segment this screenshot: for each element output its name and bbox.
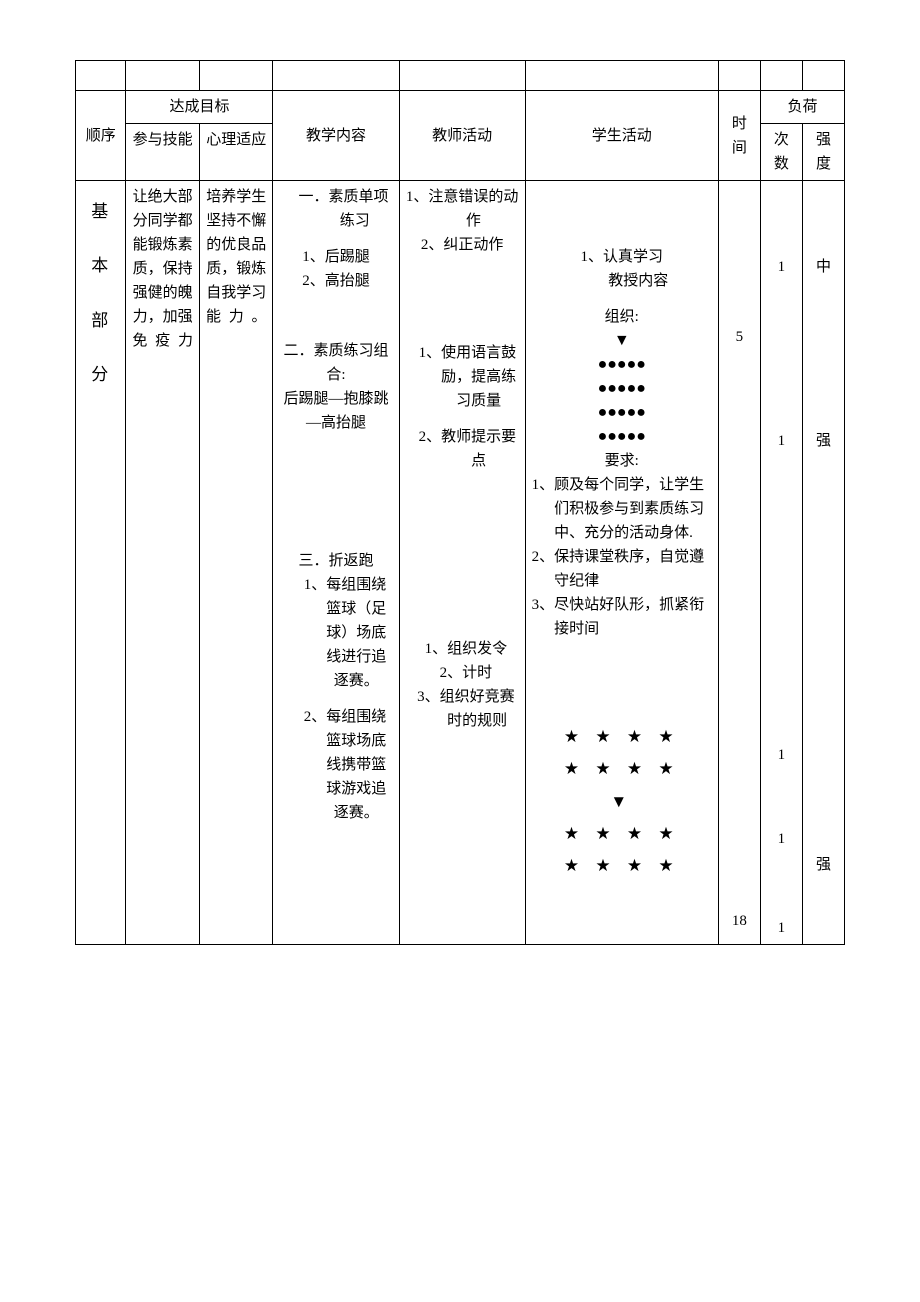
intensity-2: 强 xyxy=(809,429,838,453)
content-cell: 一．素质单项练习 1、后踢腿 2、高抬腿 二．素质练习组合: 后踢腿—抱膝跳—高… xyxy=(273,181,399,945)
sequence-char-1: 基 xyxy=(82,185,119,239)
content-s2-title: 二．素质练习组合: xyxy=(279,339,392,387)
formation-dots-row: ●●●●● xyxy=(532,425,712,449)
hdr-count: 次数 xyxy=(760,124,802,181)
count-5: 1 xyxy=(767,916,796,940)
hdr-goal-skill: 参与技能 xyxy=(126,124,200,181)
time-1: 5 xyxy=(725,325,754,349)
student-cell: 1、认真学习 教授内容 组织: ▼ ●●●●● ●●●●● ●●●●● ●●●●… xyxy=(525,181,718,945)
count-4: 1 xyxy=(767,827,796,851)
empty-header-row xyxy=(76,61,845,91)
org-label: 组织: xyxy=(532,305,712,329)
stars-formation: ★ ★ ★ ★ ★ ★ ★ ★ ▼ ★ ★ ★ ★ ★ ★ ★ ★ xyxy=(532,721,712,882)
teacher-t3-3: 3、组织好竞赛时的规则 xyxy=(406,685,519,733)
hdr-student: 学生活动 xyxy=(525,91,718,181)
goal-skill-cell: 让绝大部分同学都能锻炼素质，保持强健的魄力，加强免疫力 xyxy=(126,181,200,945)
teacher-t2-2: 2、教师提示要点 xyxy=(406,425,519,473)
goal-mind-cell: 培养学生坚持不懈的优良品质，锻炼自我学习能力。 xyxy=(199,181,273,945)
stars-row-icon: ★ ★ ★ ★ xyxy=(532,753,712,785)
teacher-t3-2: 2、计时 xyxy=(406,661,519,685)
sequence-cell: 基 本 部 分 xyxy=(76,181,126,945)
formation-diagram: ▼ ●●●●● ●●●●● ●●●●● ●●●●● xyxy=(532,329,712,449)
formation-dots-row: ●●●●● xyxy=(532,353,712,377)
teacher-t3-1: 1、组织发令 xyxy=(406,637,519,661)
stars-row-icon: ★ ★ ★ ★ xyxy=(532,850,712,882)
count-3: 1 xyxy=(767,743,796,767)
teacher-t1-1: 1、注意错误的动作 xyxy=(406,185,519,233)
formation-triangle-icon: ▼ xyxy=(532,329,712,353)
header-row-1: 顺序 达成目标 教学内容 教师活动 学生活动 时间 负荷 xyxy=(76,91,845,124)
hdr-content: 教学内容 xyxy=(273,91,399,181)
lesson-plan-table: 顺序 达成目标 教学内容 教师活动 学生活动 时间 负荷 参与技能 心理适应 次… xyxy=(75,60,845,945)
count-1: 1 xyxy=(767,255,796,279)
teacher-t1-2: 2、纠正动作 xyxy=(406,233,519,257)
intensity-3: 强 xyxy=(809,853,838,877)
count-cell: 1 1 1 1 1 xyxy=(760,181,802,945)
count-2: 1 xyxy=(767,429,796,453)
hdr-load: 负荷 xyxy=(760,91,844,124)
requirement-2: 2、保持课堂秩序，自觉遵守纪律 xyxy=(532,545,712,593)
teacher-t2-1: 1、使用语言鼓励，提高练习质量 xyxy=(406,341,519,413)
hdr-sequence: 顺序 xyxy=(76,91,126,181)
stars-row-icon: ★ ★ ★ ★ xyxy=(532,721,712,753)
hdr-goal: 达成目标 xyxy=(126,91,273,124)
requirement-3: 3、尽快站好队形，抓紧衔接时间 xyxy=(532,593,712,641)
hdr-time: 时间 xyxy=(718,91,760,181)
formation-dots-row: ●●●●● xyxy=(532,401,712,425)
content-s3-i1: 1、每组围绕篮球（足球）场底线进行追逐赛。 xyxy=(279,573,392,693)
content-s2-body: 后踢腿—抱膝跳—高抬腿 xyxy=(279,387,392,435)
content-s3-title: 三．折返跑 xyxy=(279,549,392,573)
content-s1-i1: 1、后踢腿 xyxy=(279,245,392,269)
requirement-1: 1、顾及每个同学，让学生们积极参与到素质练习中、充分的活动身体. xyxy=(532,473,712,545)
intensity-cell: 中 强 强 xyxy=(802,181,844,945)
stars-row-icon: ★ ★ ★ ★ xyxy=(532,818,712,850)
stars-triangle-icon: ▼ xyxy=(532,786,712,818)
hdr-intensity: 强度 xyxy=(802,124,844,181)
formation-dots-row: ●●●●● xyxy=(532,377,712,401)
req-label: 要求: xyxy=(532,449,712,473)
intensity-1: 中 xyxy=(809,255,838,279)
hdr-teacher: 教师活动 xyxy=(399,91,525,181)
sequence-char-2: 本 xyxy=(82,239,119,293)
time-cell: 5 18 xyxy=(718,181,760,945)
teacher-cell: 1、注意错误的动作 2、纠正动作 1、使用语言鼓励，提高练习质量 2、教师提示要… xyxy=(399,181,525,945)
content-s1-i2: 2、高抬腿 xyxy=(279,269,392,293)
body-row: 基 本 部 分 让绝大部分同学都能锻炼素质，保持强健的魄力，加强免疫力 培养学生… xyxy=(76,181,845,945)
content-s3-i2: 2、每组围绕篮球场底线携带篮球游戏追逐赛。 xyxy=(279,705,392,825)
hdr-goal-mind: 心理适应 xyxy=(199,124,273,181)
time-2: 18 xyxy=(725,909,754,933)
sequence-char-3: 部 xyxy=(82,294,119,348)
sequence-char-4: 分 xyxy=(82,348,119,402)
student-c1b: 教授内容 xyxy=(532,269,712,293)
lesson-plan-page: 顺序 达成目标 教学内容 教师活动 学生活动 时间 负荷 参与技能 心理适应 次… xyxy=(75,60,845,945)
content-s1-title: 一．素质单项练习 xyxy=(279,185,392,233)
student-c1: 1、认真学习 xyxy=(532,245,712,269)
